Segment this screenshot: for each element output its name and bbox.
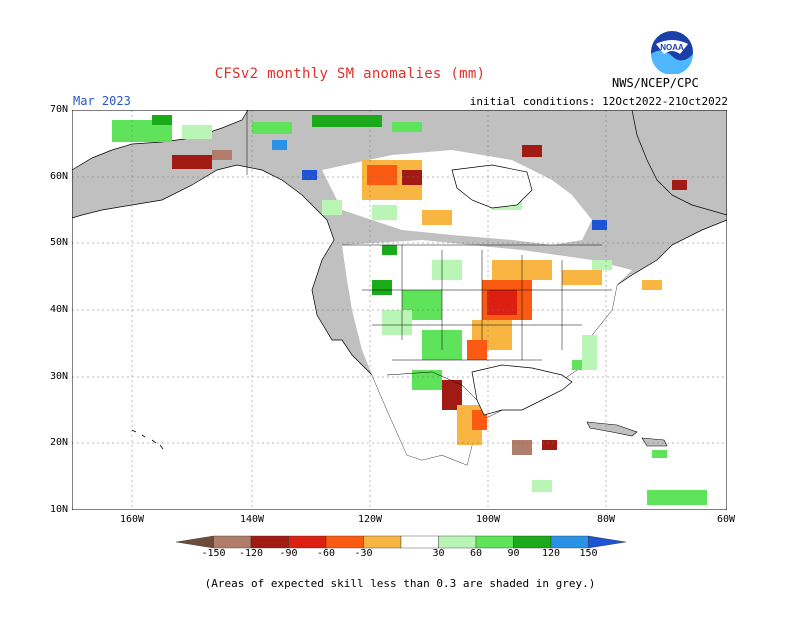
anomaly-patch bbox=[487, 290, 517, 315]
colorbar-label: 90 bbox=[507, 548, 520, 559]
colorbar-label: -150 bbox=[201, 548, 226, 559]
colorbar-cell bbox=[438, 535, 477, 549]
colorbar-label: 60 bbox=[469, 548, 483, 559]
lon-label-140w: 140W bbox=[239, 514, 265, 525]
noaa-logo-icon: NOAA bbox=[651, 31, 693, 74]
anomaly-patch bbox=[172, 155, 212, 169]
lon-label-160w: 160W bbox=[119, 514, 145, 525]
colorbar-cell bbox=[550, 535, 589, 549]
anomaly-patch bbox=[432, 260, 462, 280]
gulf-of-mexico bbox=[471, 364, 573, 416]
anomaly-patch bbox=[367, 165, 397, 185]
logo-text: NOAA bbox=[660, 43, 684, 52]
hispaniola-island bbox=[641, 437, 668, 447]
anomaly-patch bbox=[152, 115, 172, 125]
colorbar-label: -90 bbox=[279, 548, 298, 559]
colorbar-cell bbox=[288, 535, 327, 549]
colorbar-label: -120 bbox=[238, 548, 264, 559]
anomaly-patch bbox=[582, 335, 597, 370]
lat-label-70n: 70N bbox=[49, 104, 68, 115]
colorbar-label: -60 bbox=[316, 548, 336, 559]
lat-label-50n: 50N bbox=[49, 237, 68, 248]
anomaly-patch bbox=[467, 340, 487, 360]
colorbar-cell bbox=[325, 535, 364, 549]
anomaly-patch bbox=[652, 450, 667, 458]
footer-note: (Areas of expected skill less than 0.3 a… bbox=[204, 577, 596, 590]
anomaly-patch bbox=[442, 380, 462, 410]
forecast-month: Mar 2023 bbox=[73, 94, 131, 108]
chart-title: CFSv2 monthly SM anomalies (mm) bbox=[214, 66, 486, 82]
anomaly-patch bbox=[382, 310, 412, 335]
initial-conditions: initial conditions: 12Oct2022-21Oct2022 bbox=[469, 95, 728, 108]
anomaly-patch bbox=[422, 210, 452, 225]
anomaly-patch bbox=[212, 150, 232, 160]
anomaly-patch bbox=[402, 170, 422, 185]
colorbar-cell bbox=[250, 535, 289, 549]
colorbar-cell bbox=[363, 535, 402, 549]
anomaly-patch bbox=[672, 180, 687, 190]
lon-label-100w: 100W bbox=[475, 514, 501, 525]
anomaly-patch bbox=[312, 115, 382, 127]
anomaly-patch bbox=[592, 220, 607, 230]
political-borders bbox=[246, 110, 612, 401]
lat-label-40n: 40N bbox=[49, 304, 68, 315]
colorbar-cell bbox=[400, 535, 439, 549]
soil-moisture-map bbox=[72, 110, 727, 510]
anomaly-patch bbox=[472, 410, 487, 430]
lon-label-80w: 80W bbox=[596, 514, 616, 525]
colorbar-cell bbox=[176, 535, 214, 549]
anomaly-patch bbox=[512, 440, 532, 455]
anomaly-patch bbox=[322, 200, 342, 215]
colorbar-label: -30 bbox=[354, 548, 373, 559]
colorbar-cell bbox=[213, 535, 252, 549]
colorbar-label: 120 bbox=[541, 548, 561, 559]
lat-label-30n: 30N bbox=[49, 371, 68, 382]
anomaly-patch bbox=[272, 140, 287, 150]
hawaii-islands bbox=[131, 429, 164, 450]
anomaly-patch bbox=[572, 360, 582, 370]
colorbar-cell bbox=[513, 535, 552, 549]
cuba-island bbox=[586, 421, 638, 437]
anomaly-patch bbox=[182, 125, 212, 139]
lat-label-60n: 60N bbox=[49, 171, 68, 182]
anomaly-patch bbox=[522, 145, 542, 157]
anomaly-patch bbox=[112, 120, 172, 142]
anomaly-patch bbox=[532, 480, 552, 492]
lat-label-10n: 10N bbox=[49, 504, 68, 515]
anomaly-patch bbox=[562, 270, 602, 285]
anomaly-patch bbox=[252, 122, 292, 134]
colorbar bbox=[176, 535, 626, 549]
agency-label: NWS/NCEP/CPC bbox=[612, 76, 699, 90]
anomaly-patch bbox=[392, 122, 422, 132]
colorbar-cell bbox=[475, 535, 514, 549]
lon-label-60w: 60W bbox=[716, 514, 736, 525]
anomaly-patch bbox=[372, 205, 397, 220]
lat-lon-grid bbox=[72, 110, 727, 510]
anomaly-patch bbox=[382, 245, 397, 255]
colorbar-cell bbox=[588, 535, 626, 549]
anomaly-patch bbox=[647, 490, 707, 505]
anomaly-patch bbox=[642, 280, 662, 290]
anomaly-patch bbox=[302, 170, 317, 180]
anomaly-patch bbox=[592, 260, 612, 270]
greenland-land bbox=[631, 110, 727, 216]
anomaly-patch bbox=[372, 280, 392, 295]
colorbar-label: 150 bbox=[579, 548, 598, 559]
anomaly-patch bbox=[412, 370, 442, 390]
anomaly-patch bbox=[542, 440, 557, 450]
lon-label-120w: 120W bbox=[357, 514, 383, 525]
colorbar-label: 30 bbox=[432, 548, 445, 559]
hudson-bay bbox=[451, 164, 533, 209]
lat-label-20n: 20N bbox=[49, 437, 68, 448]
